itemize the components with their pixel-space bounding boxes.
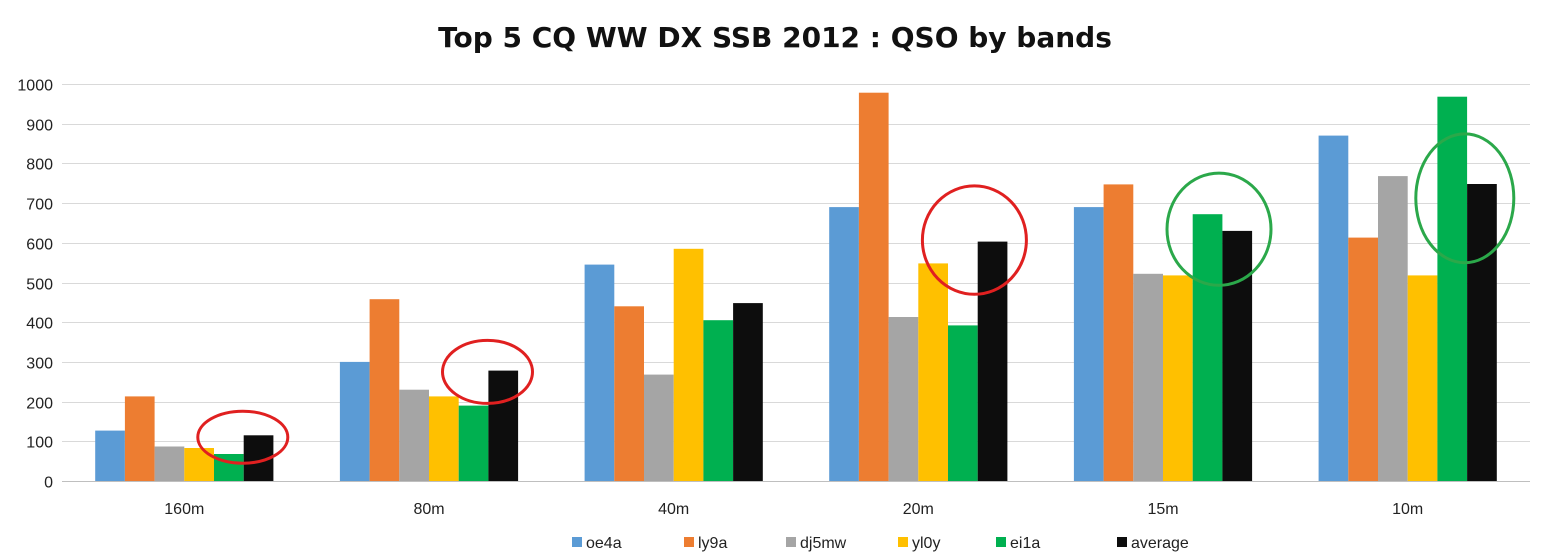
y-tick-label: 200 bbox=[26, 396, 53, 413]
highlight-ellipse bbox=[1165, 171, 1273, 287]
x-tick-label: 15m bbox=[1147, 501, 1178, 518]
bar-ei1a-80m bbox=[458, 405, 489, 481]
bar-ei1a-15m bbox=[1192, 214, 1223, 481]
bar-oe4a-40m bbox=[584, 264, 615, 481]
legend-label: dj5mw bbox=[800, 535, 847, 552]
y-tick-label: 1000 bbox=[17, 78, 53, 95]
legend: oe4a ly9a dj5mw yl0y ei1a average bbox=[572, 535, 1189, 552]
y-tick-label: 300 bbox=[26, 356, 53, 373]
bar-average-80m bbox=[488, 370, 519, 481]
bar-average-20m bbox=[977, 241, 1008, 481]
bar-yl0y-15m bbox=[1163, 275, 1193, 481]
highlight-ellipse bbox=[441, 338, 534, 405]
bars bbox=[95, 92, 1497, 481]
legend-label: average bbox=[1131, 535, 1189, 552]
bar-average-15m bbox=[1222, 230, 1253, 481]
y-tick-label: 800 bbox=[26, 157, 53, 174]
bar-dj5mw-40m bbox=[644, 374, 674, 481]
bar-ly9a-80m bbox=[369, 299, 400, 481]
y-tick-label: 0 bbox=[44, 475, 53, 492]
x-axis: 160m 80m 40m 20m 15m 10m bbox=[164, 501, 1423, 518]
legend-label: yl0y bbox=[912, 535, 940, 552]
y-tick-label: 900 bbox=[26, 118, 53, 135]
x-tick-label: 160m bbox=[164, 501, 204, 518]
bar-dj5mw-10m bbox=[1378, 176, 1408, 481]
highlight-ellipse bbox=[920, 184, 1028, 296]
bar-yl0y-20m bbox=[918, 263, 948, 481]
bar-oe4a-160m bbox=[95, 430, 125, 481]
bar-ei1a-10m bbox=[1437, 96, 1468, 481]
bar-yl0y-80m bbox=[429, 396, 459, 481]
bar-ly9a-15m bbox=[1103, 184, 1134, 481]
annotations bbox=[196, 132, 1516, 465]
highlight-ellipse bbox=[1414, 132, 1516, 265]
y-tick-label: 100 bbox=[26, 435, 53, 452]
legend-swatch bbox=[898, 537, 908, 547]
bar-yl0y-10m bbox=[1407, 275, 1438, 481]
x-tick-label: 20m bbox=[903, 501, 934, 518]
legend-swatch bbox=[684, 537, 694, 547]
bar-dj5mw-15m bbox=[1133, 273, 1163, 481]
bar-dj5mw-160m bbox=[154, 446, 185, 481]
legend-swatch bbox=[786, 537, 796, 547]
bar-average-40m bbox=[733, 303, 763, 481]
bar-oe4a-80m bbox=[339, 361, 370, 481]
y-tick-label: 700 bbox=[26, 197, 53, 214]
x-tick-label: 40m bbox=[658, 501, 689, 518]
legend-swatch bbox=[572, 537, 582, 547]
bar-dj5mw-80m bbox=[399, 389, 429, 481]
bar-oe4a-20m bbox=[829, 207, 859, 481]
bar-oe4a-10m bbox=[1318, 135, 1349, 481]
chart-title: Top 5 CQ WW DX SSB 2012 : QSO by bands bbox=[438, 21, 1112, 54]
bar-ly9a-10m bbox=[1348, 237, 1378, 481]
legend-swatch bbox=[996, 537, 1006, 547]
y-tick-label: 400 bbox=[26, 316, 53, 333]
x-tick-label: 10m bbox=[1392, 501, 1423, 518]
legend-swatch bbox=[1117, 537, 1127, 547]
legend-label: ei1a bbox=[1010, 535, 1040, 552]
bar-oe4a-15m bbox=[1073, 207, 1104, 481]
legend-label: ly9a bbox=[698, 535, 727, 552]
bar-yl0y-40m bbox=[673, 248, 704, 481]
bar-ei1a-40m bbox=[703, 320, 734, 481]
y-axis: 0 100 200 300 400 500 600 700 800 900 1000 bbox=[17, 78, 53, 492]
bar-average-10m bbox=[1467, 184, 1497, 481]
y-tick-label: 600 bbox=[26, 237, 53, 254]
x-tick-label: 80m bbox=[413, 501, 444, 518]
y-tick-label: 500 bbox=[26, 277, 53, 294]
bar-ly9a-20m bbox=[858, 92, 889, 481]
gridlines bbox=[62, 84, 1530, 442]
bar-dj5mw-20m bbox=[888, 317, 919, 481]
legend-label: oe4a bbox=[586, 535, 622, 552]
bar-ei1a-20m bbox=[948, 325, 978, 481]
bar-ly9a-40m bbox=[614, 306, 644, 481]
bar-ly9a-160m bbox=[124, 396, 155, 481]
highlight-ellipse bbox=[196, 409, 290, 465]
